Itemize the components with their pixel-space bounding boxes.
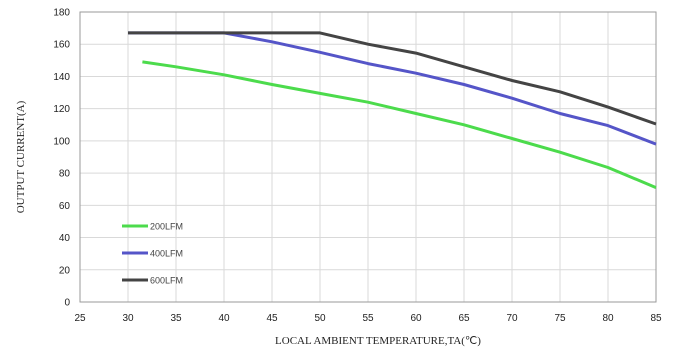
legend-label: 600LFM (150, 276, 183, 286)
x-axis-ticks: 25 30 35 40 45 50 55 60 65 70 75 80 85 (74, 313, 662, 324)
x-axis-label: LOCAL AMBIENT TEMPERATURE,TA(℃) (275, 335, 481, 347)
series-line-600lfm (128, 31, 657, 126)
x-tick-label: 35 (170, 313, 182, 324)
x-tick-label: 55 (362, 313, 374, 324)
series-lines (128, 31, 657, 189)
y-tick-label: 80 (59, 169, 71, 180)
y-tick-label: 60 (59, 201, 71, 212)
x-tick-label: 65 (458, 313, 470, 324)
x-tick-label: 80 (602, 313, 614, 324)
x-tick-label: 75 (554, 313, 566, 324)
x-tick-label: 40 (218, 313, 230, 324)
x-tick-label: 60 (410, 313, 422, 324)
legend-label: 200LFM (150, 222, 183, 232)
y-tick-label: 160 (53, 40, 70, 51)
y-axis-label: OUTPUT CURRENT(A) (15, 100, 27, 213)
grid (79, 11, 657, 303)
x-tick-label: 25 (74, 313, 86, 324)
series-line-200lfm (142, 60, 657, 189)
y-tick-label: 40 (59, 233, 71, 244)
legend: 200LFM 400LFM 600LFM (122, 222, 183, 286)
series-line-400lfm (128, 31, 657, 146)
y-axis-ticks: 0 20 40 60 80 100 120 140 160 180 (53, 8, 70, 309)
y-tick-label: 120 (53, 104, 70, 115)
y-tick-label: 100 (53, 136, 70, 147)
x-tick-label: 30 (122, 313, 134, 324)
y-tick-label: 0 (64, 298, 70, 309)
y-tick-label: 180 (53, 8, 70, 19)
x-tick-label: 45 (266, 313, 278, 324)
x-tick-label: 85 (650, 313, 662, 324)
x-tick-label: 70 (506, 313, 518, 324)
x-tick-label: 50 (314, 313, 326, 324)
plot-frame (79, 11, 657, 303)
y-tick-label: 140 (53, 72, 70, 83)
legend-label: 400LFM (150, 249, 183, 259)
y-tick-label: 20 (59, 265, 71, 276)
